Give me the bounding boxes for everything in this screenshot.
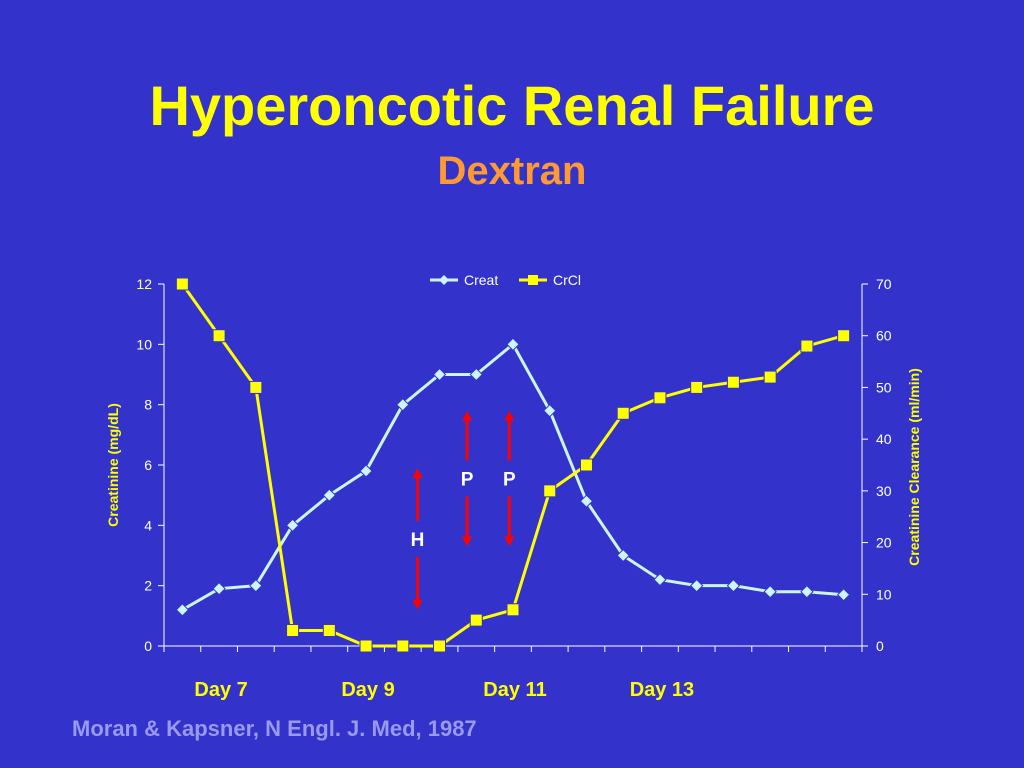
legend-item-creat: Creat (430, 272, 498, 288)
arrow-head-down (462, 536, 473, 547)
data-point-creat (543, 403, 557, 418)
data-point-creat (175, 603, 190, 617)
right-tick-label: 70 (876, 276, 892, 292)
annotation-label: H (411, 530, 425, 551)
left-tick-label: 4 (144, 517, 152, 533)
data-point-creat (359, 464, 373, 478)
slide-title: Hyperoncotic Renal Failure (149, 74, 875, 137)
legend-marker (528, 275, 538, 285)
data-point-crcl (763, 370, 777, 384)
annotation-p: P (461, 410, 474, 547)
data-point-crcl (212, 329, 226, 343)
data-point-crcl (469, 613, 483, 627)
left-tick-label: 0 (144, 638, 152, 654)
left-tick-label: 10 (136, 336, 152, 352)
data-point-crcl (800, 339, 814, 353)
x-day-label: Day 13 (630, 679, 695, 701)
data-point-creat (836, 588, 851, 602)
data-point-crcl (359, 639, 373, 653)
data-point-crcl (175, 277, 189, 291)
data-point-crcl (579, 458, 593, 472)
annotation-label: P (503, 470, 516, 491)
data-point-creat (432, 367, 447, 382)
data-point-creat (616, 548, 630, 563)
right-tick-label: 20 (876, 535, 892, 551)
data-point-crcl (396, 639, 410, 653)
x-day-label: Day 11 (483, 679, 546, 701)
data-point-creat (506, 337, 520, 352)
data-point-creat (653, 572, 667, 587)
chart-annotations: H P P (411, 410, 516, 610)
left-tick-label: 8 (144, 397, 152, 413)
legend-label: CrCl (553, 272, 581, 288)
x-day-label: Day 7 (194, 679, 247, 701)
data-point-crcl (653, 391, 667, 405)
arrow-head-up (462, 410, 473, 421)
left-tick-label: 12 (136, 276, 152, 292)
arrow-head-down (504, 536, 515, 547)
data-point-creat (579, 494, 594, 508)
data-point-creat (726, 578, 741, 593)
annotation-label: P (461, 470, 474, 491)
data-point-crcl (286, 623, 300, 637)
x-day-label: Day 9 (341, 679, 394, 701)
right-tick-label: 10 (876, 586, 892, 602)
right-tick-label: 30 (876, 483, 892, 499)
data-point-crcl (726, 375, 740, 389)
data-point-creat (249, 578, 263, 593)
right-tick-label: 50 (876, 379, 892, 395)
data-point-creat (322, 488, 337, 502)
left-tick-label: 6 (144, 457, 152, 473)
data-point-crcl (616, 406, 630, 420)
chart-axes: 0 2 4 6 8 10 12 0 10 20 30 40 50 60 70 Creatinine (mg/d… (105, 276, 922, 701)
arrow-head-down (412, 599, 423, 610)
data-point-crcl (322, 623, 336, 637)
data-point-crcl (543, 484, 557, 498)
data-point-crcl (433, 639, 447, 653)
data-point-crcl (506, 603, 520, 617)
legend-item-crcl: CrCl (519, 272, 581, 288)
right-tick-label: 40 (876, 431, 892, 447)
data-point-creat (689, 578, 704, 593)
data-point-creat (763, 584, 777, 599)
data-point-creat (800, 584, 814, 599)
chart-series (175, 277, 851, 653)
right-tick-label: 60 (876, 328, 892, 344)
chart-legend: Creat CrCl (430, 272, 581, 288)
left-tick-label: 2 (144, 578, 152, 594)
arrow-head-up (412, 468, 423, 479)
citation: Moran & Kapsner, N Engl. J. Med, 1987 (72, 716, 477, 741)
data-point-crcl (690, 380, 704, 394)
data-point-crcl (837, 329, 851, 343)
annotation-p: P (503, 410, 516, 547)
data-point-creat (396, 397, 410, 412)
legend-marker (439, 275, 449, 285)
data-point-creat (285, 518, 300, 533)
right-axis-label: Creatinine Clearance (ml/min) (906, 368, 922, 566)
arrow-head-up (504, 410, 515, 421)
data-point-creat (469, 367, 483, 382)
right-tick-label: 0 (876, 638, 884, 654)
left-axis-label: Creatinine (mg/dL) (105, 403, 121, 527)
data-point-creat (212, 581, 226, 596)
data-point-crcl (249, 380, 263, 394)
legend-label: Creat (464, 272, 498, 288)
slide-subtitle: Dextran (437, 149, 587, 193)
annotation-h: H (411, 468, 425, 610)
